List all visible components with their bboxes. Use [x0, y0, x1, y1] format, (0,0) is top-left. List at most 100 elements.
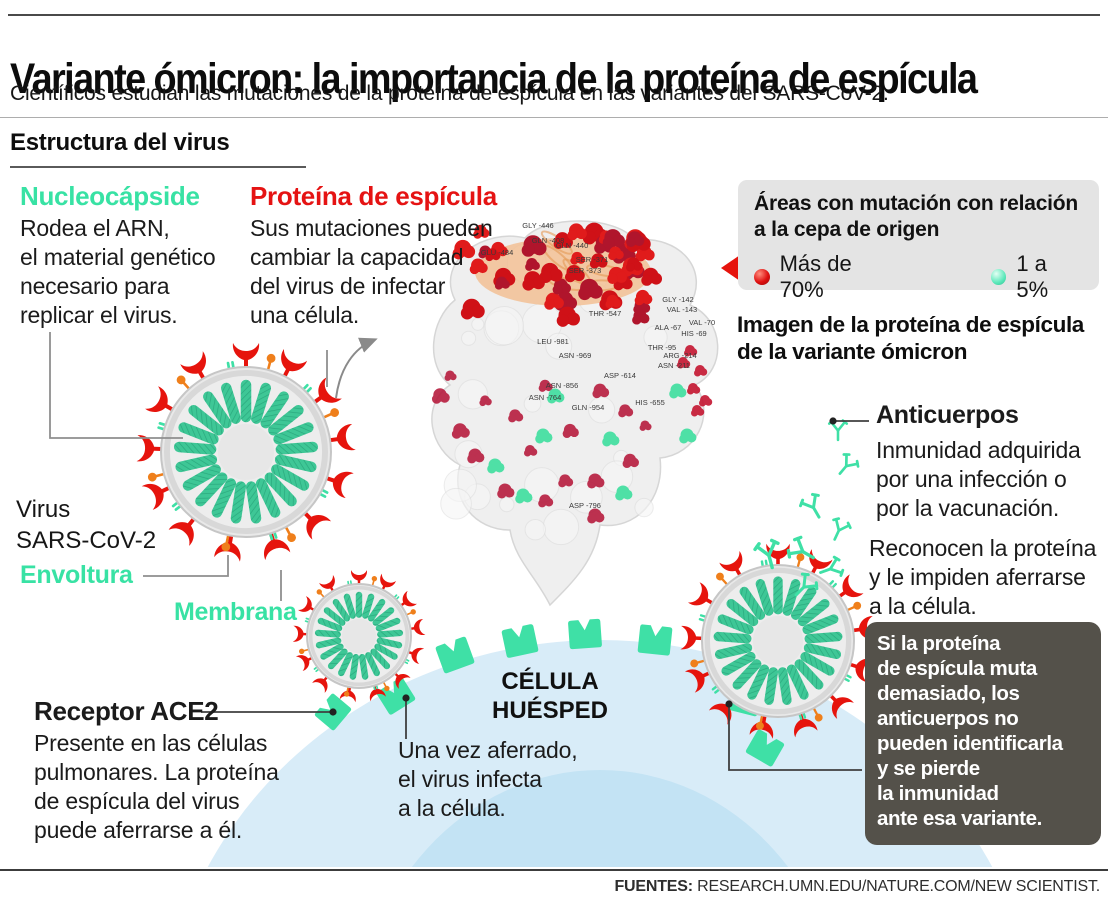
antibody-icon: [838, 453, 860, 476]
residue-label: ARG -214: [663, 351, 696, 360]
spike-protein-body: Sus mutaciones pueden cambiar la capacid…: [250, 215, 493, 328]
spike-protein-icon: [141, 483, 174, 510]
spike-protein-icon: [407, 618, 426, 636]
spike-protein-icon: [325, 423, 356, 451]
ace2-receptor-icon: [637, 624, 673, 656]
callout-line: [143, 555, 229, 577]
antibody-icon: [753, 538, 780, 570]
sources-footer: FUENTES: RESEARCH.UMN.EDU/NATURE.COM/NEW…: [614, 878, 1100, 896]
footer-rule: [0, 869, 1108, 871]
antibody-icon: [786, 535, 815, 560]
spike-protein-icon: [680, 625, 706, 650]
spike-protein-icon: [684, 669, 714, 693]
antibodies-body-recognize: Reconocen la proteína y le impiden aferr…: [869, 535, 1097, 619]
antibody-icon: [799, 492, 821, 519]
sources-text: RESEARCH.UMN.EDU/NATURE.COM/NEW SCIENTIS…: [692, 878, 1100, 895]
spike-arrow: [335, 337, 378, 399]
coronavirus-icon: [136, 343, 356, 562]
sources-label: FUENTES:: [614, 878, 693, 895]
antibodies-title: Anticuerpos: [876, 401, 1019, 429]
spike-protein-icon: [310, 377, 342, 407]
residue-label: THR -547: [589, 309, 622, 318]
spike-protein-icon: [319, 574, 336, 595]
spike-protein-icon: [687, 582, 717, 607]
protein-caption: Imagen de la proteína de espícula de la …: [737, 312, 1084, 365]
spike-protein-icon: [826, 691, 854, 720]
legend-title: Áreas con mutación con relación a la cep…: [754, 192, 1079, 241]
nucleocapsid-title: Nucleocápside: [20, 181, 200, 211]
page-subtitle: Científicos estudian las mutaciones de l…: [10, 82, 889, 105]
spike-protein-icon: [292, 625, 311, 642]
antibody-icon: [832, 517, 852, 541]
coronavirus-icon: [680, 543, 876, 739]
legend-pointer-icon: [721, 255, 740, 281]
residue-label: ASN -211: [658, 361, 690, 370]
coronavirus-icon: [292, 570, 426, 703]
spike-protein-icon: [232, 343, 260, 371]
nucleocapsid-body: Rodea el ARN, el material genético neces…: [20, 215, 216, 328]
legend-label: 1 a 5%: [1016, 251, 1049, 303]
residue-label: GLY -142: [662, 295, 693, 304]
residue-label: HIS -69: [681, 329, 706, 338]
spike-protein-icon: [136, 435, 166, 462]
virus-name-label: Virus SARS-CoV-2: [16, 496, 157, 555]
spike-protein-icon: [300, 508, 332, 540]
residue-label: ASN -764: [529, 393, 562, 402]
spike-protein-icon: [809, 549, 833, 578]
spike-protein-icon: [405, 647, 425, 664]
spike-protein-icon: [350, 570, 368, 588]
spike-protein-icon: [180, 351, 208, 383]
ace2-receptor-icon: [745, 729, 785, 767]
residue-label: ASN -856: [546, 381, 579, 390]
residue-label: GLN -440: [556, 241, 589, 250]
callout-dot: [329, 708, 337, 716]
legend-item-high: Más de 70%: [754, 251, 899, 303]
envelope-label: Envoltura: [20, 561, 133, 589]
spike-protein-icon: [145, 386, 177, 414]
spike-protein-icon: [397, 590, 417, 609]
spike-protein-icon: [295, 655, 316, 672]
spike-protein-icon: [297, 596, 318, 613]
legend-item-low: 1 a 5%: [990, 251, 1083, 303]
spike-protein-icon: [719, 550, 744, 580]
ace2-receptor-icon: [568, 618, 602, 650]
host-cell-label: CÉLULA HUÉSPED: [491, 668, 609, 724]
spike-protein-icon: [380, 573, 397, 594]
callout-line: [728, 704, 862, 771]
residue-label: THR -95: [648, 343, 676, 352]
callout-dot: [725, 700, 733, 708]
callout-dot: [402, 694, 410, 702]
ace2-receptor-icon: [435, 636, 475, 674]
spike-protein-icon: [280, 348, 308, 381]
mutation-warning-box: Si la proteína de espícula muta demasiad…: [865, 622, 1101, 845]
antibodies-body-immunity: Inmunidad adquirida por una infección o …: [876, 437, 1081, 521]
mutation-legend: Áreas con mutación con relación a la cep…: [738, 180, 1099, 302]
teal-dot-icon: [990, 269, 1007, 286]
legend-label: Más de 70%: [779, 251, 852, 303]
residue-label: ALA -67: [655, 323, 682, 332]
ace2-title: Receptor ACE2: [34, 696, 219, 726]
residue-label: GLU -484: [481, 248, 514, 257]
spike-protein-icon: [392, 670, 411, 689]
residue-label: ASP -796: [569, 501, 601, 510]
residue-label: GLN -408: [532, 236, 565, 245]
legend-items: Más de 70% 1 a 5%: [754, 251, 1083, 303]
residue-label: SER -371: [576, 255, 609, 264]
page-title: Variante ómicron: la importancia de la p…: [10, 54, 978, 103]
residue-label: SER -373: [569, 266, 602, 275]
spike-protein-icon: [849, 615, 876, 640]
residue-label: ASN -969: [559, 351, 592, 360]
spike-protein-icon: [168, 514, 198, 546]
residue-label: VAL -143: [667, 305, 697, 314]
ace2-body: Presente en las células pulmonares. La p…: [34, 730, 279, 843]
section-underline: [10, 166, 306, 168]
residue-label: GLY -446: [522, 221, 553, 230]
residue-label: ASP -614: [604, 371, 636, 380]
red-dot-icon: [754, 269, 770, 286]
spike-protein-title: Proteína de espícula: [250, 181, 497, 211]
mutation-warning-text: Si la proteína de espícula muta demasiad…: [877, 632, 1063, 830]
spike-protein-icon: [846, 658, 875, 683]
